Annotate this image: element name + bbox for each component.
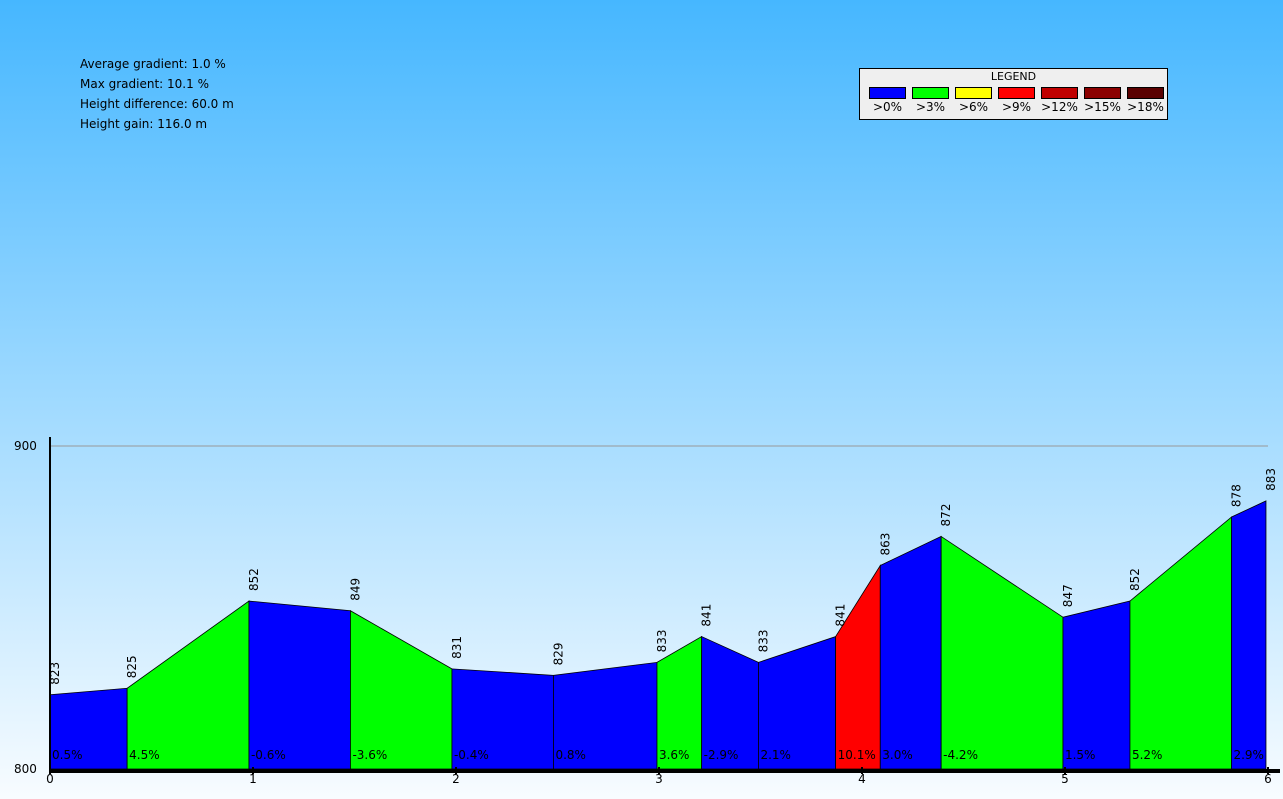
legend-label: >12%	[1041, 100, 1078, 114]
elevation-label: 841	[834, 604, 848, 627]
elevation-label: 852	[1128, 568, 1142, 591]
legend-item: >15%	[1081, 87, 1124, 114]
legend-box: LEGEND >0% >3% >6% >9% >12% >15% >18%	[859, 68, 1168, 120]
profile-segment	[1231, 500, 1267, 770]
elevation-label: 878	[1229, 484, 1243, 507]
grade-label: -4.2%	[943, 748, 978, 762]
legend-label: >3%	[915, 100, 946, 114]
y-tick-label: 900	[14, 439, 37, 453]
grade-label: -2.9%	[704, 748, 739, 762]
legend-item: >9%	[995, 87, 1038, 114]
legend-swatch	[998, 87, 1035, 99]
height-gain-text: Height gain: 116.0 m	[80, 117, 208, 131]
elevation-label: 831	[450, 636, 464, 659]
grade-label: -3.6%	[352, 748, 387, 762]
grade-label: 1.5%	[1065, 748, 1096, 762]
elevation-label: 847	[1061, 584, 1075, 607]
legend-swatch	[1127, 87, 1164, 99]
legend-title: LEGEND	[990, 70, 1037, 83]
elevation-label: 833	[655, 630, 669, 653]
grade-label: -0.4%	[454, 748, 489, 762]
legend-swatch	[1041, 87, 1078, 99]
elevation-label: 863	[878, 533, 892, 556]
legend-label: >6%	[958, 100, 989, 114]
legend-swatch	[955, 87, 992, 99]
legend-item: >12%	[1038, 87, 1081, 114]
legend-label: >0%	[872, 100, 903, 114]
legend-swatch	[869, 87, 906, 99]
grade-label: 0.8%	[555, 748, 586, 762]
legend-items: >0% >3% >6% >9% >12% >15% >18%	[866, 87, 1167, 114]
elevation-label: 841	[700, 604, 714, 627]
legend-item: >0%	[866, 87, 909, 114]
average-gradient-text: Average gradient: 1.0 %	[80, 57, 226, 71]
elevation-label: 829	[551, 642, 565, 665]
profile-segment	[248, 600, 351, 770]
elevation-label: 849	[348, 578, 362, 601]
elevation-label: 872	[939, 504, 953, 527]
profile-segment	[879, 535, 942, 770]
x-tick-label: 5	[1061, 772, 1069, 786]
legend-label: >9%	[1001, 100, 1032, 114]
elevation-label: 852	[247, 568, 261, 591]
elevation-label: 833	[756, 630, 770, 653]
profile-segment	[1062, 600, 1131, 770]
max-gradient-text: Max gradient: 10.1 %	[80, 77, 209, 91]
x-tick-label: 0	[46, 772, 54, 786]
legend-swatch	[1084, 87, 1121, 99]
legend-swatch	[912, 87, 949, 99]
summary-stats: Average gradient: 1.0 % Max gradient: 10…	[80, 56, 234, 136]
x-tick-label: 2	[452, 772, 460, 786]
legend-item: >3%	[909, 87, 952, 114]
x-tick-label: 6	[1264, 772, 1272, 786]
x-tick-label: 3	[655, 772, 663, 786]
grade-label: 0.5%	[52, 748, 83, 762]
elevation-label: 823	[48, 662, 62, 685]
grade-label: -0.6%	[251, 748, 286, 762]
height-difference-text: Height difference: 60.0 m	[80, 97, 234, 111]
grade-label: 4.5%	[129, 748, 160, 762]
grade-label: 2.1%	[760, 748, 791, 762]
grade-label: 5.2%	[1132, 748, 1163, 762]
legend-item: >6%	[952, 87, 995, 114]
x-tick-label: 1	[249, 772, 257, 786]
elevation-label: 883	[1264, 468, 1278, 491]
grade-label: 10.1%	[838, 748, 876, 762]
legend-label: >18%	[1127, 100, 1164, 114]
legend-item: >18%	[1124, 87, 1167, 114]
grade-label: 2.9%	[1233, 748, 1264, 762]
x-tick-label: 4	[858, 772, 866, 786]
elevation-label: 825	[125, 655, 139, 678]
y-tick-label: 800	[14, 762, 37, 776]
grade-label: 3.6%	[659, 748, 690, 762]
grade-label: 3.0%	[882, 748, 913, 762]
legend-label: >15%	[1084, 100, 1121, 114]
